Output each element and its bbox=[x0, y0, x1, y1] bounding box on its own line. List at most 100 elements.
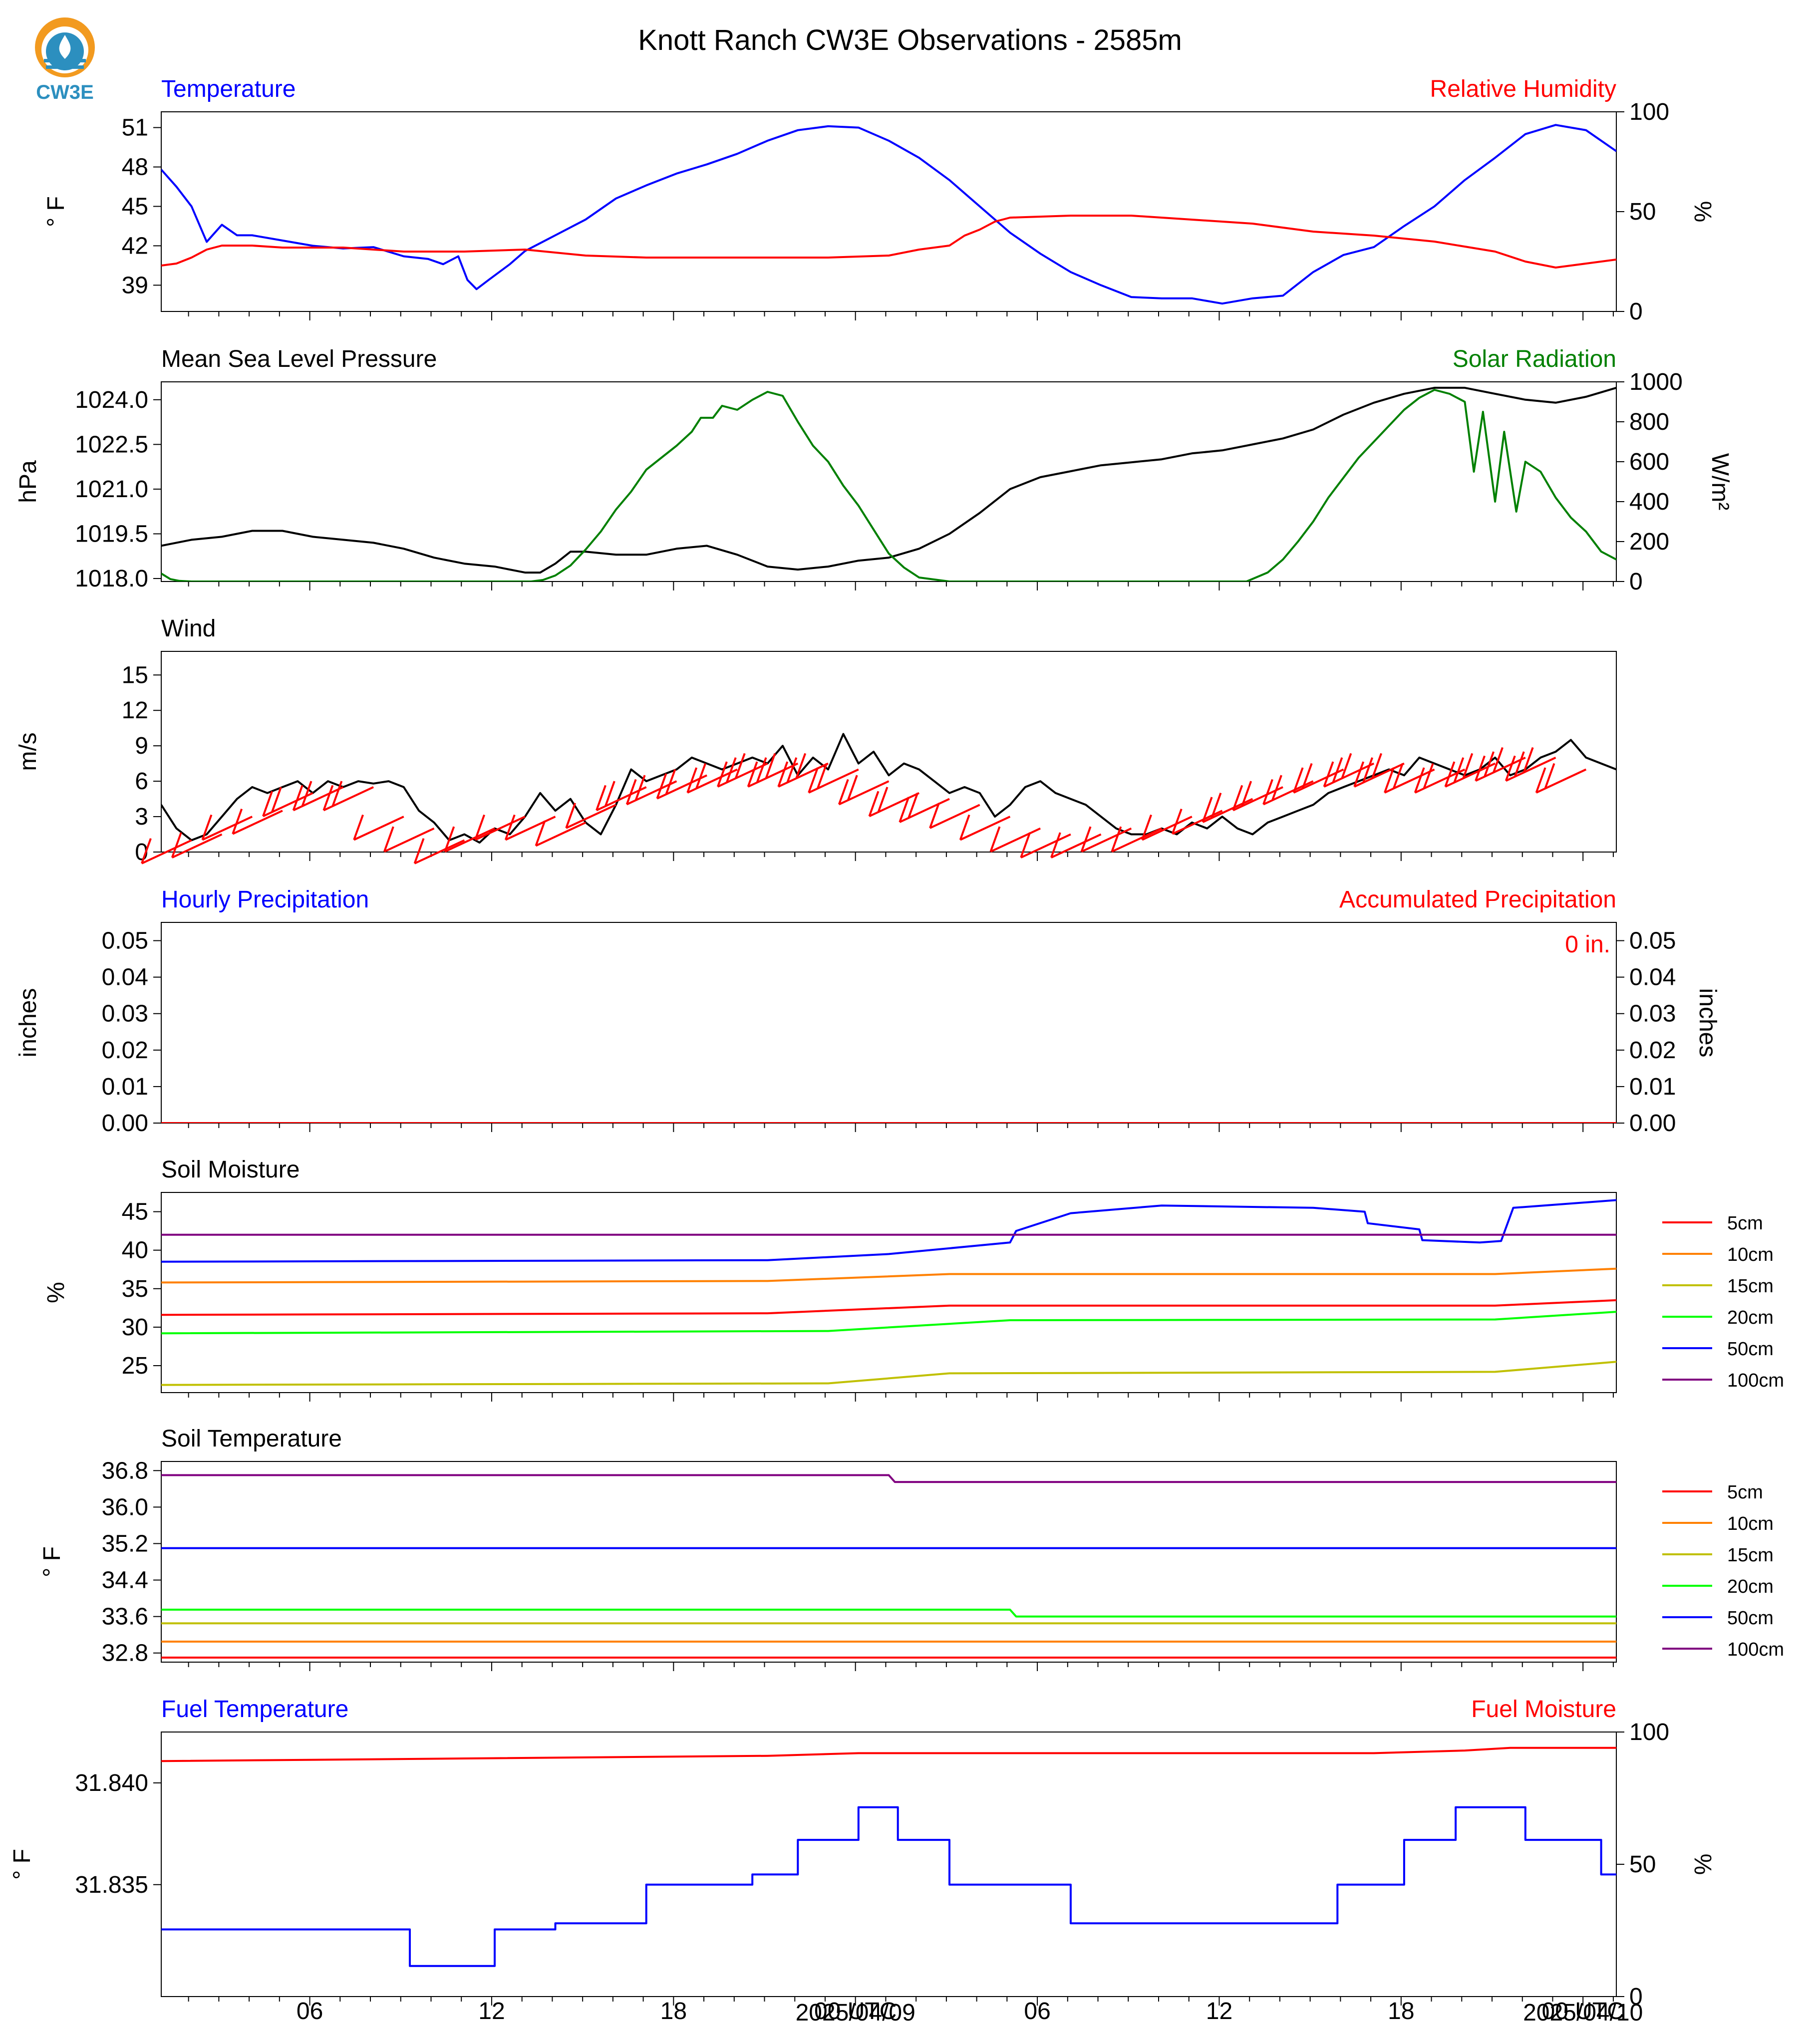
panel-title-left: Fuel Temperature bbox=[161, 1696, 348, 1723]
series-line-100cm bbox=[161, 1474, 1616, 1483]
y2-tick-label: 200 bbox=[1629, 529, 1669, 555]
x-tick-label: 06 bbox=[1024, 1998, 1050, 2025]
y-tick-label: 35.2 bbox=[102, 1530, 148, 1557]
y2-tick-label: 400 bbox=[1629, 489, 1669, 515]
legend-label: 50cm bbox=[1727, 1339, 1774, 1360]
y-tick-label: 32.8 bbox=[102, 1640, 148, 1667]
legend-label: 15cm bbox=[1727, 1276, 1774, 1297]
panel-5: Soil Moisture2530354045%5cm10cm15cm20cm5… bbox=[43, 1157, 1784, 1402]
wind-barb bbox=[596, 781, 647, 812]
x-date-label: 2025/04/10 bbox=[1523, 2000, 1643, 2026]
wind-barb bbox=[1292, 763, 1344, 794]
wind-barb bbox=[535, 820, 587, 847]
wind-barb bbox=[232, 809, 283, 835]
legend-label: 10cm bbox=[1727, 1513, 1774, 1534]
wind-barb bbox=[292, 781, 344, 812]
y-tick-label: 45 bbox=[122, 193, 148, 220]
series-line-fuel-temperature bbox=[161, 1806, 1616, 1967]
wind-barb bbox=[625, 775, 677, 806]
wind-barb bbox=[1384, 763, 1435, 794]
wind-barb bbox=[1111, 826, 1162, 853]
wind-barb bbox=[899, 793, 950, 823]
panel-title-left: Wind bbox=[161, 615, 216, 642]
legend-label: 20cm bbox=[1727, 1307, 1774, 1328]
legend-label: 20cm bbox=[1727, 1576, 1774, 1597]
legend-label: 100cm bbox=[1727, 1370, 1784, 1391]
wind-barb bbox=[1232, 781, 1283, 812]
y-tick-label: 31.835 bbox=[75, 1872, 148, 1898]
y2-tick-label: 100 bbox=[1629, 1719, 1669, 1745]
plot-frame bbox=[161, 1461, 1617, 1663]
x-date-label: 2025/04/09 bbox=[796, 2000, 915, 2026]
legend-label: 10cm bbox=[1727, 1244, 1774, 1265]
y-axis-label: ° F bbox=[39, 1546, 65, 1577]
wind-barb bbox=[959, 814, 1011, 841]
legend-label: 15cm bbox=[1727, 1545, 1774, 1566]
y-axis-label: m/s bbox=[15, 732, 41, 771]
wind-barb bbox=[262, 787, 313, 818]
plot-frame bbox=[161, 651, 1617, 853]
y-tick-label: 45 bbox=[122, 1199, 148, 1225]
y-tick-label: 25 bbox=[122, 1353, 148, 1379]
y2-tick-label: 50 bbox=[1629, 199, 1656, 225]
accumulated-total: 0 in. bbox=[1565, 931, 1610, 958]
series-line-fuel-moisture bbox=[161, 1746, 1616, 1762]
y2-tick-label: 0.01 bbox=[1629, 1074, 1676, 1100]
panels: Temperature Relative Humidity3942454851° … bbox=[9, 76, 1784, 2010]
wind-barb bbox=[929, 803, 980, 829]
wind-barb bbox=[322, 781, 374, 812]
y2-tick-label: 0 bbox=[1629, 1984, 1643, 2010]
series-line-10cm bbox=[161, 1267, 1616, 1284]
y-axis-label: hPa bbox=[15, 460, 41, 503]
y-tick-label: 1024.0 bbox=[75, 387, 148, 413]
wind-barb bbox=[353, 814, 404, 841]
y-tick-label: 1019.5 bbox=[75, 521, 148, 547]
series-line-20cm bbox=[161, 1608, 1616, 1618]
wind-barb bbox=[777, 753, 829, 788]
y-tick-label: 3 bbox=[135, 804, 148, 830]
legend: 5cm 10cm 15cm 20cm 50cm 100cm bbox=[1662, 1482, 1784, 1660]
y-tick-label: 0.00 bbox=[102, 1110, 148, 1137]
plot-frame bbox=[161, 1192, 1617, 1393]
wind-barb bbox=[444, 826, 495, 853]
series-line-15cm bbox=[161, 1361, 1616, 1386]
x-tick-label: 12 bbox=[1206, 1998, 1232, 2025]
wind-barb bbox=[1505, 747, 1556, 782]
wind-barb bbox=[808, 763, 859, 794]
wind-barb bbox=[868, 787, 920, 818]
series-line-20cm bbox=[161, 1311, 1616, 1335]
panel-title-left: Hourly Precipitation bbox=[161, 886, 369, 913]
wind-barb bbox=[1535, 763, 1587, 794]
y2-tick-label: 0 bbox=[1629, 298, 1643, 325]
y-tick-label: 15 bbox=[122, 662, 148, 688]
x-tick-label: 18 bbox=[1388, 1998, 1414, 2025]
wind-barb bbox=[1444, 753, 1496, 788]
legend-label: 50cm bbox=[1727, 1608, 1774, 1629]
y2-tick-label: 100 bbox=[1629, 99, 1669, 125]
x-tick-label: 00 UTC bbox=[814, 1998, 897, 2025]
y2-axis-label: % bbox=[1689, 1854, 1716, 1875]
y2-axis-label: inches bbox=[1694, 988, 1721, 1058]
y-tick-label: 1021.0 bbox=[75, 476, 148, 503]
wind-barb bbox=[1020, 832, 1071, 859]
y-tick-label: 9 bbox=[135, 733, 148, 759]
wind-barb bbox=[141, 838, 192, 865]
wind-barb bbox=[1323, 753, 1375, 788]
wind-barb bbox=[201, 814, 253, 841]
y2-tick-label: 0.05 bbox=[1629, 928, 1676, 954]
wind-barb bbox=[413, 838, 465, 865]
y-tick-label: 48 bbox=[122, 154, 148, 181]
wind-barb bbox=[1050, 832, 1102, 859]
wind-barb bbox=[838, 775, 890, 806]
wind-barb bbox=[1475, 747, 1526, 782]
y-tick-label: 12 bbox=[122, 697, 148, 724]
y2-tick-label: 0.04 bbox=[1629, 964, 1676, 991]
y2-tick-label: 0.00 bbox=[1629, 1110, 1676, 1137]
series-line-50cm bbox=[161, 1199, 1616, 1263]
y-tick-label: 0.04 bbox=[102, 964, 148, 991]
y-tick-label: 1022.5 bbox=[75, 431, 148, 458]
wind-barb bbox=[1141, 814, 1193, 841]
